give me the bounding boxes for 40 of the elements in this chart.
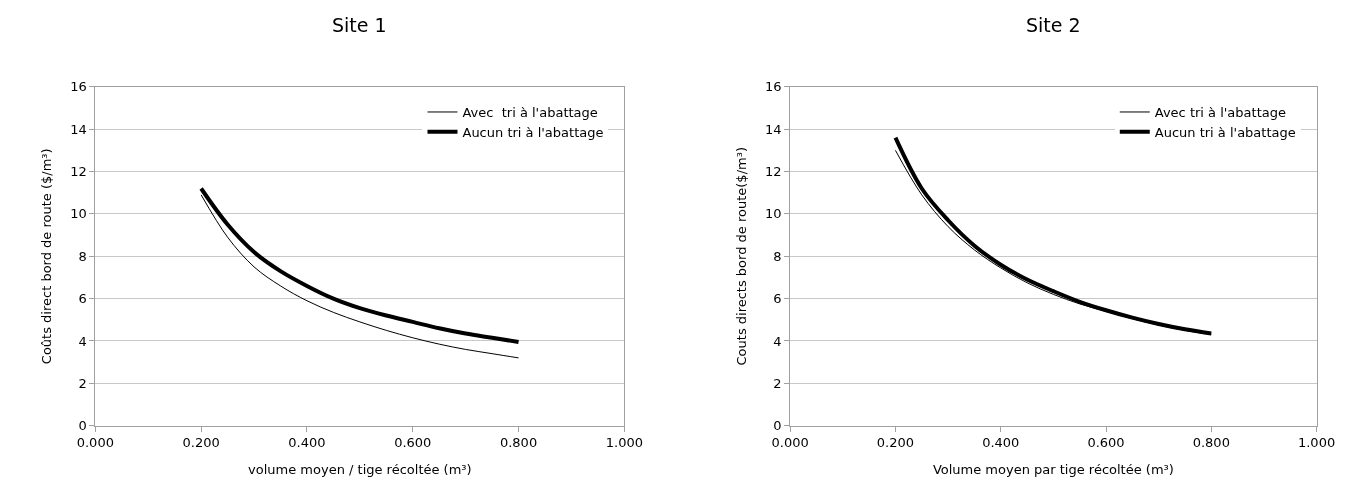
y-tick-label: 6 [78,291,87,307]
y-tick-label: 10 [765,206,782,222]
chart-title: Site 2 [1026,14,1081,36]
y-axis-title: Couts directs bord de route($/m³) [733,147,749,366]
legend-label: Aucun tri à l'abattage [1154,124,1296,140]
y-tick-label: 14 [70,121,87,137]
x-tick-label: 0.800 [499,435,538,451]
x-tick-label: 0.200 [876,435,915,451]
y-axis-title: Coûts direct bord de route ($/m³) [39,148,55,365]
y-tick-label: 14 [765,121,782,137]
x-tick-label: 0.400 [982,435,1020,451]
y-tick-label: 10 [70,206,87,222]
y-tick-label: 4 [773,333,782,349]
legend-label: Aucun tri à l'abattage [462,124,604,140]
x-tick-label: 0.200 [182,435,220,451]
legend-label: Avec tri à l'abattage [462,105,598,121]
chart-title: Site 1 [332,14,387,36]
y-tick-label: 4 [78,333,87,349]
x-tick-label: 0.000 [771,435,809,451]
x-axis-title: volume moyen / tige récoltée (m³) [248,461,472,477]
y-tick-label: 2 [773,375,782,391]
y-tick-label: 0 [773,418,782,434]
y-tick-label: 16 [765,79,782,95]
x-tick-label: 0.400 [288,435,326,451]
y-tick-label: 12 [70,164,87,180]
y-tick-label: 6 [773,291,782,307]
legend-label: Avec tri à l'abattage [1154,105,1286,121]
y-tick-label: 8 [773,248,782,264]
y-tick-label: 16 [70,79,87,95]
x-tick-label: 0.800 [1192,435,1230,451]
y-tick-label: 2 [78,375,87,391]
y-tick-label: 12 [765,164,782,180]
x-tick-label: 0.600 [1087,435,1125,451]
y-tick-label: 8 [78,248,87,264]
x-tick-label: 1.000 [605,435,643,451]
x-tick-label: 0.600 [394,435,432,451]
x-axis-title: Volume moyen par tige récoltée (m³) [932,461,1174,477]
x-tick-label: 0.000 [76,435,114,451]
y-tick-label: 0 [78,418,87,434]
x-tick-label: 1.000 [1297,435,1336,451]
